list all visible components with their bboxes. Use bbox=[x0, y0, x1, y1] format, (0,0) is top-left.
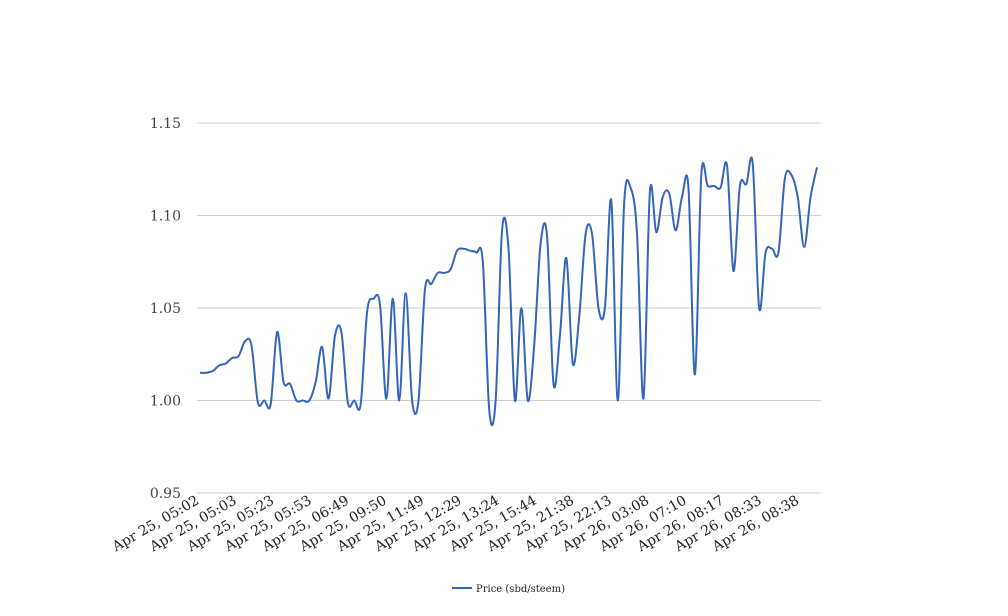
y-tick-label: 1.00 bbox=[150, 394, 181, 410]
y-tick-label: 1.05 bbox=[150, 301, 181, 317]
y-tick-label: 1.10 bbox=[150, 209, 181, 225]
legend[interactable]: Price (sbd/steem) bbox=[452, 584, 565, 595]
legend-label: Price (sbd/steem) bbox=[476, 584, 565, 595]
series-layer bbox=[199, 156, 818, 427]
y-tick-label: 0.95 bbox=[150, 486, 181, 502]
y-axis-tick-labels: 0.95 1.00 1.05 1.10 1.15 bbox=[150, 116, 181, 502]
y-tick-label: 1.15 bbox=[150, 116, 181, 132]
series-line-price[interactable] bbox=[199, 156, 818, 427]
